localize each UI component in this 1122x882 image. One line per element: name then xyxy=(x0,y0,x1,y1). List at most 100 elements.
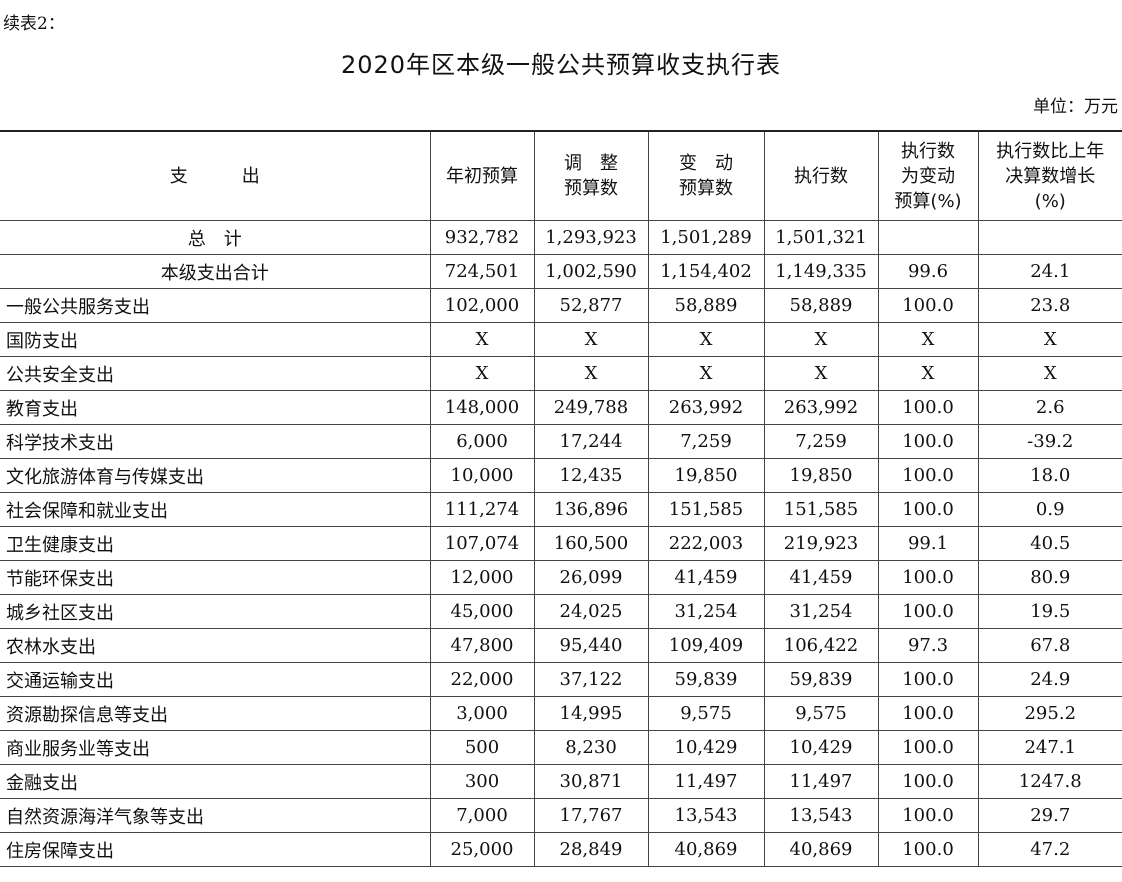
column-header-line: 执行数比上年 xyxy=(996,140,1105,162)
table-cell: 1,149,335 xyxy=(763,254,879,289)
table-cell: 41,459 xyxy=(763,560,879,595)
table-row: 社会保障和就业支出 111,274 136,896 151,585 151,585 100… xyxy=(0,492,1122,527)
table-cell: 1,293,923 xyxy=(533,220,649,255)
table-cell: 37,122 xyxy=(533,662,649,697)
column-header-line: (%) xyxy=(1034,190,1066,212)
row-label: 资源勘探信息等支出 xyxy=(0,696,431,731)
table-cell: -39.2 xyxy=(977,424,1122,459)
table-cell: 80.9 xyxy=(977,560,1122,595)
row-label: 公共安全支出 xyxy=(0,356,431,391)
table-cell: 12,435 xyxy=(533,458,649,493)
table-cell: 59,839 xyxy=(647,662,765,697)
table-cell: 58,889 xyxy=(647,288,765,323)
table-cell: 11,497 xyxy=(647,764,765,799)
row-label: 节能环保支出 xyxy=(0,560,431,595)
table-cell: 249,788 xyxy=(533,390,649,425)
row-label: 总 计 xyxy=(0,220,431,255)
table-row: 金融支出 300 30,871 11,497 11,497 100.0 1247.8 xyxy=(0,764,1122,799)
row-label: 交通运输支出 xyxy=(0,662,431,697)
table-cell: 12,000 xyxy=(429,560,535,595)
table-cell: X xyxy=(877,356,979,391)
table-cell: 100.0 xyxy=(877,492,979,527)
column-header-3: 变 动预算数 xyxy=(647,130,765,221)
table-cell: 160,500 xyxy=(533,526,649,561)
table-cell: 40,869 xyxy=(763,832,879,867)
table-row: 科学技术支出 6,000 17,244 7,259 7,259 100.0 -39.2 xyxy=(0,424,1122,459)
table-cell: 136,896 xyxy=(533,492,649,527)
table-cell: 13,543 xyxy=(647,798,765,833)
table-header-row: 支 出年初预算调 整预算数变 动预算数 执行数 执行数 为变动 预算(%) 执行数比上年决… xyxy=(0,130,1122,221)
table-row: 资源勘探信息等支出 3,000 14,995 9,575 9,575 100.0 295.2 xyxy=(0,696,1122,731)
table-cell: 40,869 xyxy=(647,832,765,867)
table-cell: 95,440 xyxy=(533,628,649,663)
table-cell: 148,000 xyxy=(429,390,535,425)
column-header-line: 决算数增长 xyxy=(1005,165,1096,187)
table-cell: 24.1 xyxy=(977,254,1122,289)
column-header-line: 预算数 xyxy=(679,178,733,199)
table-cell: 1,002,590 xyxy=(533,254,649,289)
table-cell: 107,074 xyxy=(429,526,535,561)
table-row: 交通运输支出 22,000 37,122 59,839 59,839 100.0 24.9 xyxy=(0,662,1122,697)
table-cell: 102,000 xyxy=(429,288,535,323)
table-cell: 10,429 xyxy=(763,730,879,765)
table-cell: 500 xyxy=(429,730,535,765)
table-row: 住房保障支出 25,000 28,849 40,869 40,869 100.0 47.2 xyxy=(0,832,1122,867)
table-cell: 10,429 xyxy=(647,730,765,765)
table-row: 节能环保支出 12,000 26,099 41,459 41,459 100.0 80.9 xyxy=(0,560,1122,595)
table-row: 自然资源海洋气象等支出 7,000 17,767 13,543 13,543 100.0 2… xyxy=(0,798,1122,833)
table-cell: 100.0 xyxy=(877,696,979,731)
table-cell: 99.6 xyxy=(877,254,979,289)
table-row: 总 计 932,782 1,293,923 1,501,289 1,501,321 xyxy=(0,220,1122,255)
table-cell: 19,850 xyxy=(647,458,765,493)
column-header-line: 预算(%) xyxy=(894,190,962,212)
row-label: 住房保障支出 xyxy=(0,832,431,867)
table-cell: X xyxy=(647,322,765,357)
column-header-line: 变 动 xyxy=(679,153,733,174)
table-cell: 22,000 xyxy=(429,662,535,697)
table-row: 公共安全支出 X X X X X X xyxy=(0,356,1122,391)
table-row: 教育支出 148,000 249,788 263,992 263,992 100.0 2.6 xyxy=(0,390,1122,425)
table-cell: 6,000 xyxy=(429,424,535,459)
table-cell: X xyxy=(429,322,535,357)
table-cell: 100.0 xyxy=(877,560,979,595)
table-cell: 97.3 xyxy=(877,628,979,663)
table-row: 国防支出 X X X X X X xyxy=(0,322,1122,357)
table-cell: X xyxy=(977,356,1122,391)
table-cell: 17,244 xyxy=(533,424,649,459)
table-cell: 23.8 xyxy=(977,288,1122,323)
table-cell: 28,849 xyxy=(533,832,649,867)
table-cell: 31,254 xyxy=(647,594,765,629)
table-cell: 9,575 xyxy=(763,696,879,731)
table-cell: 7,000 xyxy=(429,798,535,833)
table-cell: 1247.8 xyxy=(977,764,1122,799)
table-row: 城乡社区支出 45,000 24,025 31,254 31,254 100.0 19.5 xyxy=(0,594,1122,629)
table-cell: 932,782 xyxy=(429,220,535,255)
table-cell: 18.0 xyxy=(977,458,1122,493)
column-header-line: 年初预算 xyxy=(446,165,518,187)
row-label: 国防支出 xyxy=(0,322,431,357)
table-cell: 3,000 xyxy=(429,696,535,731)
table-cell xyxy=(977,220,1122,255)
table-cell: 26,099 xyxy=(533,560,649,595)
continuation-label: 续表2： xyxy=(3,14,65,34)
column-header-5: 执行数 为变动 预算(%) xyxy=(877,130,979,221)
table-cell: X xyxy=(763,356,879,391)
table-cell: 67.8 xyxy=(977,628,1122,663)
column-header-1: 年初预算 xyxy=(429,130,535,221)
page-title: 2020年区本级一般公共预算收支执行表 xyxy=(340,51,782,79)
row-label: 科学技术支出 xyxy=(0,424,431,459)
table-cell: 219,923 xyxy=(763,526,879,561)
row-label: 社会保障和就业支出 xyxy=(0,492,431,527)
table-cell: 151,585 xyxy=(763,492,879,527)
table-cell: 29.7 xyxy=(977,798,1122,833)
table-cell: 1,154,402 xyxy=(647,254,765,289)
table-cell: 7,259 xyxy=(763,424,879,459)
column-header-line: 执行数 xyxy=(901,140,955,162)
table-cell: X xyxy=(763,322,879,357)
table-cell: X xyxy=(647,356,765,391)
column-header-4: 执行数 xyxy=(763,130,879,221)
table-cell: 100.0 xyxy=(877,730,979,765)
row-label: 自然资源海洋气象等支出 xyxy=(0,798,431,833)
table-row: 商业服务业等支出 500 8,230 10,429 10,429 100.0 247.1 xyxy=(0,730,1122,765)
column-header-line: 调 整 xyxy=(564,153,618,174)
